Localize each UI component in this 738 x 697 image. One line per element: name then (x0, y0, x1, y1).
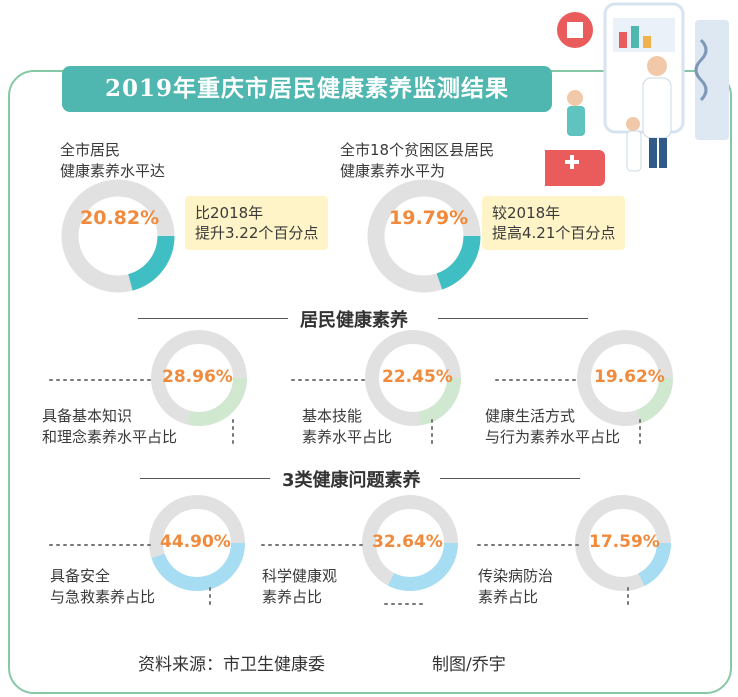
summary-1-value: 20.82% (80, 207, 160, 229)
ring-value-arc-5 (635, 377, 673, 424)
summary-1-label-line1: 全市居民 (60, 141, 121, 159)
s1-item-2-label-line2: 素养水平占比 (302, 428, 393, 446)
s1-item-2-value: 22.45% (382, 367, 453, 387)
s1-item-3-label-line1: 健康生活方式 (485, 407, 576, 425)
summary-1-note-line2: 提升3.22个百分点 (195, 224, 319, 242)
s1-item-1-label-line1: 具备基本知识 (42, 407, 133, 425)
s1-item-3-value: 19.62% (594, 367, 665, 387)
s2-item-2-value: 32.64% (372, 532, 443, 552)
s1-item-1-label-line2: 和理念素养水平占比 (42, 428, 178, 446)
s2-item-1-label-line2: 与急救素养占比 (50, 588, 156, 606)
ring-value-arc-1 (127, 235, 175, 291)
ring-value-arc-6 (151, 542, 245, 591)
summary-1-label-line2: 健康素养水平达 (60, 162, 166, 180)
ring-value-arc-2 (436, 235, 481, 290)
s2-item-2-label-line2: 素养占比 (262, 588, 323, 606)
s2-item-3-label-line2: 素养占比 (478, 588, 539, 606)
s2-item-1-value: 44.90% (160, 532, 231, 552)
section-1-rule-left (138, 318, 288, 319)
s1-item-2-label-line1: 基本技能 (302, 407, 363, 425)
s2-item-1-label-line1: 具备安全 (50, 567, 111, 585)
summary-2-label: 全市18个贫困区县居民 健康素养水平为 (340, 140, 494, 182)
summary-2-value: 19.79% (389, 207, 469, 229)
summary-2-label-line1: 全市18个贫困区县居民 (340, 141, 495, 159)
section-2-rule-right (440, 478, 580, 479)
s2-item-3-label-line1: 传染病防治 (478, 567, 554, 585)
ring-value-arc-4 (418, 377, 461, 426)
s1-item-2-label: 基本技能 素养水平占比 (302, 406, 392, 448)
s2-item-2-label: 科学健康观 素养占比 (262, 566, 337, 608)
ring-value-arc-3 (187, 377, 247, 426)
s1-item-3-label-line2: 与行为素养水平占比 (485, 428, 621, 446)
summary-1-label: 全市居民 健康素养水平达 (60, 140, 165, 182)
section-2-rule-left (140, 478, 270, 479)
s2-item-1-label: 具备安全 与急救素养占比 (50, 566, 155, 608)
summary-1-note: 比2018年 提升3.22个百分点 (185, 196, 329, 250)
page-title: 2019年重庆市居民健康素养监测结果 (104, 75, 509, 102)
summary-1-note-line1: 比2018年 (195, 204, 264, 222)
section-2-title: 3类健康问题素养 (282, 470, 421, 491)
summary-2-note-line2: 提高4.21个百分点 (492, 224, 616, 242)
credit-text: 制图/乔宇 (432, 655, 506, 675)
section-1-rule-right (438, 318, 588, 319)
s1-item-1-value: 28.96% (162, 367, 233, 387)
title-banner: 2019年重庆市居民健康素养监测结果 (62, 66, 552, 112)
summary-2-note: 较2018年 提高4.21个百分点 (482, 196, 626, 250)
s1-item-3-label: 健康生活方式 与行为素养水平占比 (485, 406, 620, 448)
ring-value-arc-8 (637, 542, 671, 586)
s2-item-3-value: 17.59% (589, 532, 660, 552)
summary-2-note-line1: 较2018年 (492, 204, 561, 222)
s1-item-1-label: 具备基本知识 和理念素养水平占比 (42, 406, 177, 448)
s2-item-3-label: 传染病防治 素养占比 (478, 566, 553, 608)
s2-item-2-label-line1: 科学健康观 (262, 567, 338, 585)
ring-value-arc-7 (387, 542, 458, 591)
source-text: 资料来源：市卫生健康委 (138, 655, 325, 675)
section-1-title: 居民健康素养 (300, 310, 408, 331)
medical-illustration (545, 2, 729, 186)
summary-2-label-line2: 健康素养水平为 (340, 162, 446, 180)
